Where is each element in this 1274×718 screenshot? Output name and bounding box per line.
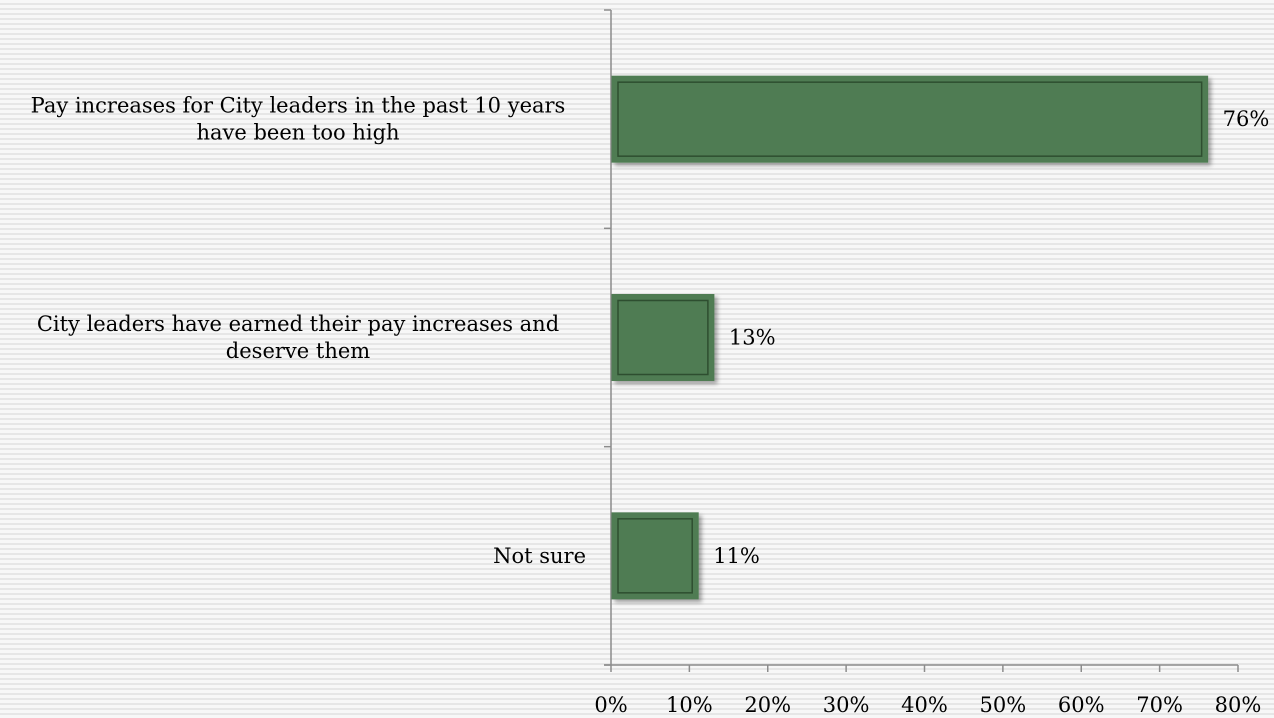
category-label: Pay increases for City leaders in the pa… xyxy=(31,94,566,118)
category-label: Not sure xyxy=(493,544,586,568)
x-tick-label: 20% xyxy=(744,693,791,717)
bar xyxy=(611,294,715,381)
bar-inner-frame xyxy=(617,81,1203,157)
labels: 0% 10% 20% 30% 40% 50% 60% 70% 80% 76% Pay increas… xyxy=(31,94,1270,717)
bar-value-label: 13% xyxy=(729,326,776,350)
x-tick-label: 30% xyxy=(823,693,870,717)
category-label: have been too high xyxy=(196,121,399,145)
category-label: deserve them xyxy=(226,339,370,363)
axes xyxy=(604,9,1239,672)
x-tick-label: 10% xyxy=(666,693,713,717)
bars xyxy=(611,75,1209,600)
x-tick-label: 80% xyxy=(1215,693,1262,717)
bar-value-label: 11% xyxy=(713,544,760,568)
x-tick-label: 50% xyxy=(980,693,1027,717)
bar-inner-frame xyxy=(617,299,709,376)
bar xyxy=(611,75,1209,163)
bar xyxy=(611,512,699,600)
x-tick-label: 0% xyxy=(594,693,627,717)
bar-value-label: 76% xyxy=(1223,107,1270,131)
x-tick-label: 70% xyxy=(1136,693,1183,717)
category-label: City leaders have earned their pay incre… xyxy=(37,312,559,336)
x-tick-label: 40% xyxy=(901,693,948,717)
bar-inner-frame xyxy=(617,518,693,594)
x-tick-label: 60% xyxy=(1058,693,1105,717)
